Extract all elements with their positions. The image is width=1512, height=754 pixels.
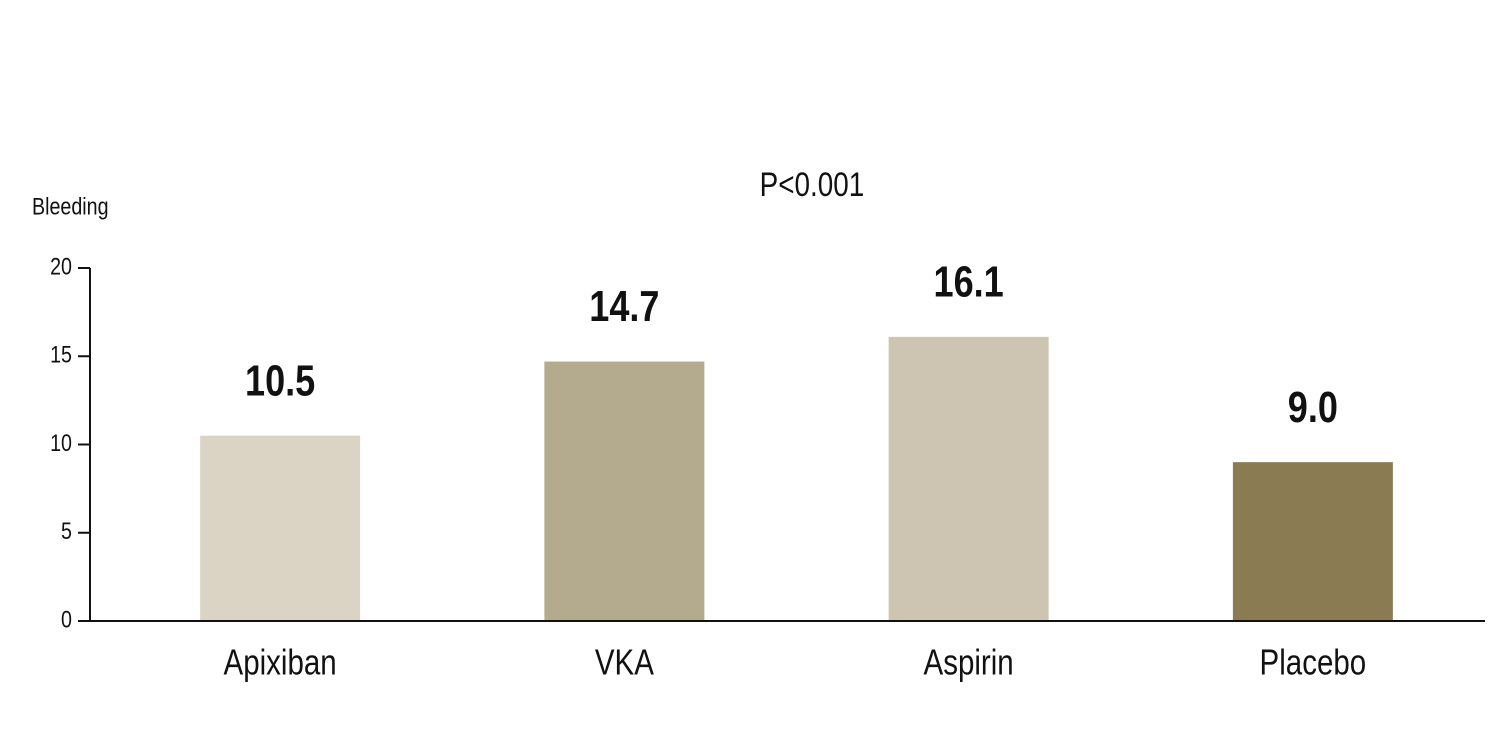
bar	[1232, 462, 1393, 621]
bar	[200, 435, 361, 621]
bar	[888, 336, 1049, 621]
value-label: 10.5	[245, 356, 315, 405]
x-tick-label: Placebo	[1260, 642, 1367, 682]
y-tick-label: 20	[50, 252, 72, 279]
value-label: 14.7	[589, 282, 659, 331]
y-tick-label: 10	[50, 429, 72, 456]
y-tick-label: 0	[61, 605, 72, 632]
y-tick-label: 15	[50, 341, 72, 368]
x-tick-label: Aspirin	[924, 642, 1014, 682]
x-tick-label: Apixiban	[224, 642, 337, 682]
annotation: P<0.001	[760, 165, 865, 203]
value-label: 16.1	[934, 257, 1004, 306]
y-axis-label: Bleeding	[32, 192, 109, 219]
y-tick-label: 5	[61, 517, 72, 544]
value-label: 9.0	[1288, 382, 1338, 431]
x-tick-label: VKA	[595, 642, 654, 682]
bar	[544, 361, 705, 621]
